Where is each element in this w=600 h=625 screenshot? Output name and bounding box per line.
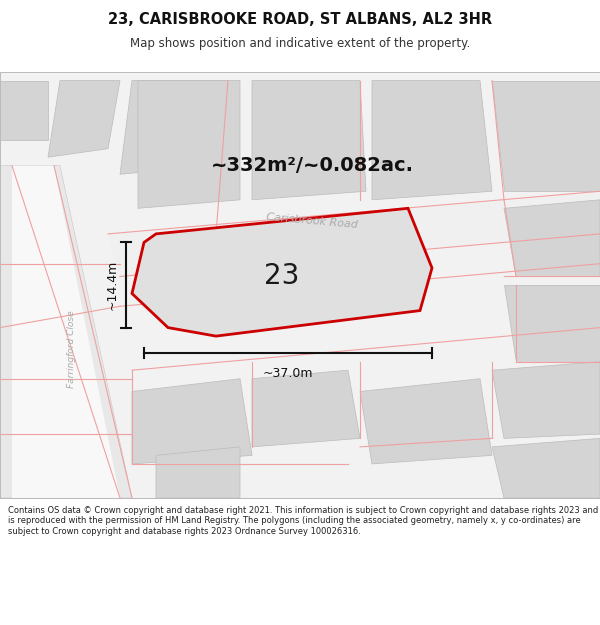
Polygon shape — [132, 379, 252, 464]
Text: ~332m²/~0.082ac.: ~332m²/~0.082ac. — [211, 156, 413, 175]
Bar — [0, 72, 600, 498]
Polygon shape — [156, 447, 240, 498]
Polygon shape — [138, 81, 240, 208]
Polygon shape — [504, 200, 600, 276]
Polygon shape — [372, 81, 492, 200]
Polygon shape — [252, 81, 366, 200]
Text: 23: 23 — [265, 262, 299, 291]
Text: ~37.0m: ~37.0m — [263, 367, 313, 380]
Polygon shape — [132, 208, 432, 336]
Polygon shape — [492, 81, 600, 191]
Text: Farringford Close: Farringford Close — [67, 310, 77, 388]
Polygon shape — [108, 191, 600, 276]
Text: Carisbrook Road: Carisbrook Road — [266, 212, 358, 230]
Polygon shape — [120, 81, 228, 174]
Text: Contains OS data © Crown copyright and database right 2021. This information is : Contains OS data © Crown copyright and d… — [8, 506, 598, 536]
Polygon shape — [492, 438, 600, 498]
Text: ~14.4m: ~14.4m — [106, 260, 119, 310]
Polygon shape — [12, 166, 120, 498]
Polygon shape — [360, 379, 492, 464]
Bar — [0, 498, 600, 625]
Polygon shape — [252, 370, 360, 447]
Polygon shape — [0, 166, 132, 498]
Text: Map shows position and indicative extent of the property.: Map shows position and indicative extent… — [130, 38, 470, 51]
Polygon shape — [504, 285, 600, 362]
Polygon shape — [492, 362, 600, 438]
Text: 23, CARISBROOKE ROAD, ST ALBANS, AL2 3HR: 23, CARISBROOKE ROAD, ST ALBANS, AL2 3HR — [108, 12, 492, 28]
Polygon shape — [0, 81, 48, 140]
Polygon shape — [48, 81, 120, 158]
Bar — [0, 0, 600, 72]
Bar — [0, 72, 600, 498]
